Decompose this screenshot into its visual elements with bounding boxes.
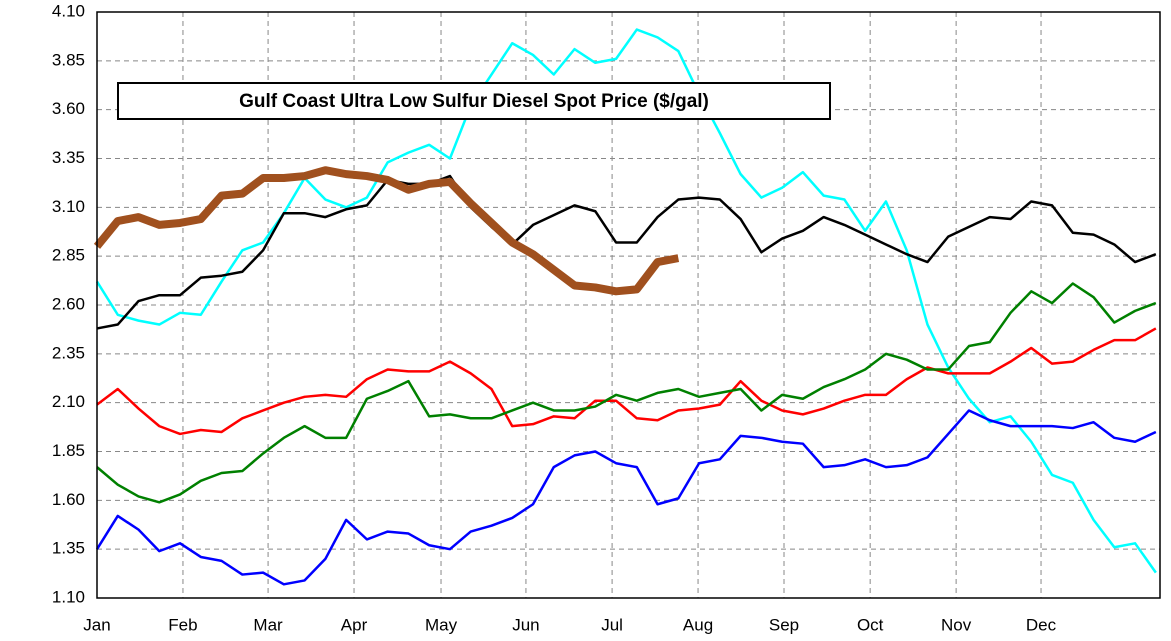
x-tick-label: May xyxy=(425,615,458,634)
x-tick-label: Feb xyxy=(168,615,197,634)
y-tick-label: 3.60 xyxy=(52,99,85,118)
series-line xyxy=(93,166,680,296)
y-tick-label: 2.35 xyxy=(52,343,85,362)
x-tick-label: Aug xyxy=(683,615,713,634)
y-tick-label: 4.10 xyxy=(52,1,85,20)
y-tick-label: 1.10 xyxy=(52,587,85,606)
y-tick-label: 3.10 xyxy=(52,197,85,216)
plot-frame xyxy=(96,11,1161,599)
x-tick-label: Apr xyxy=(341,615,368,634)
x-tick-label: Dec xyxy=(1026,615,1057,634)
y-tick-label: 1.35 xyxy=(52,539,85,558)
y-tick-label: 1.85 xyxy=(52,441,85,460)
y-tick-label: 2.85 xyxy=(52,246,85,265)
y-tick-label: 2.10 xyxy=(52,392,85,411)
series-line xyxy=(96,174,1157,330)
series-line xyxy=(96,282,1157,504)
series-line xyxy=(95,409,1157,586)
lines xyxy=(93,28,1157,586)
y-tick-label: 1.60 xyxy=(52,490,85,509)
y-tick-label: 3.85 xyxy=(52,50,85,69)
y-tick-label: 2.60 xyxy=(52,294,85,313)
y-tick-label: 3.35 xyxy=(52,148,85,167)
x-tick-label: Mar xyxy=(253,615,283,634)
chart-title: Gulf Coast Ultra Low Sulfur Diesel Spot … xyxy=(239,91,709,112)
x-tick-label: Sep xyxy=(769,615,799,634)
series-line xyxy=(96,327,1157,436)
x-tick-label: Jan xyxy=(83,615,110,634)
x-tick-label: Nov xyxy=(941,615,972,634)
series-line xyxy=(95,28,1157,574)
x-tick-label: Oct xyxy=(857,615,884,634)
title-box xyxy=(117,82,831,120)
x-tick-label: Jun xyxy=(512,615,539,634)
x-tick-label: Jul xyxy=(601,615,623,634)
